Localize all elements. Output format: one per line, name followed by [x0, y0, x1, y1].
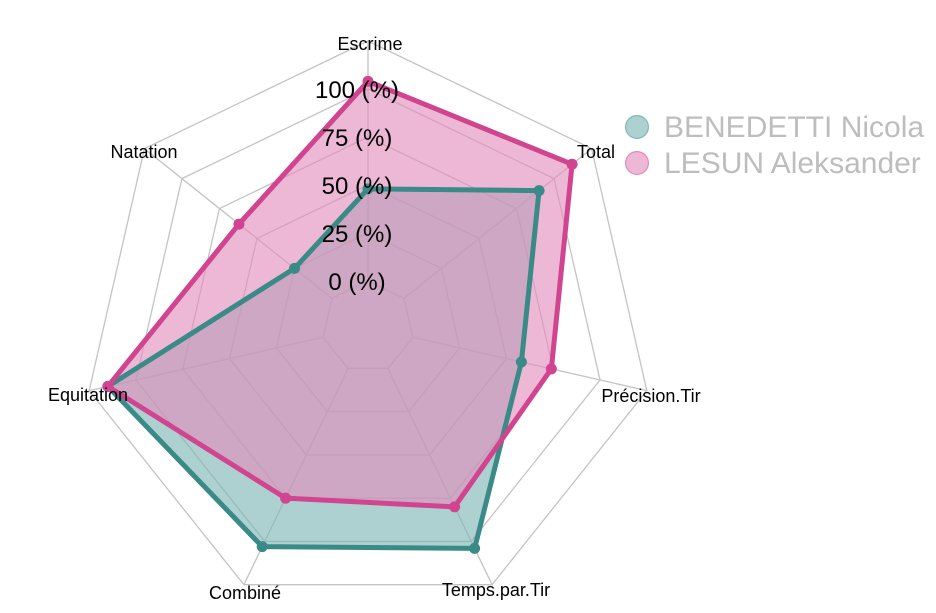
data-point	[545, 363, 557, 375]
data-point	[566, 158, 578, 170]
data-point	[280, 492, 292, 504]
grid-ring	[88, 40, 648, 586]
data-point	[449, 501, 461, 513]
grid-value-label: 25 (%)	[322, 221, 393, 248]
grid-value-label: 100 (%)	[315, 77, 399, 104]
grid-value-label: 50 (%)	[322, 173, 393, 200]
data-point	[362, 75, 374, 87]
legend-label: LESUN Aleksander	[664, 147, 921, 180]
axis-label: Natation	[110, 142, 177, 162]
data-point	[256, 541, 268, 553]
radar-axis-labels: Escrime Total Précision.Tir Temps.par.Tir Co…	[48, 34, 701, 603]
data-point	[515, 356, 527, 368]
axis-label: Temps.par.Tir	[442, 580, 550, 600]
axis-label: Escrime	[337, 34, 402, 54]
data-point	[233, 218, 245, 230]
series-line	[105, 78, 575, 510]
grid-value-label: 0 (%)	[328, 269, 385, 296]
data-point	[362, 183, 374, 195]
data-point	[533, 185, 545, 197]
radar-grid-labels: 0 (%) 25 (%) 50 (%) 75 (%) 100 (%)	[315, 77, 399, 296]
radar-series	[102, 75, 578, 554]
axis-label: Equitation	[48, 385, 128, 405]
legend-swatch	[624, 114, 650, 140]
data-point	[102, 380, 114, 392]
grid-value-label: 75 (%)	[322, 125, 393, 152]
series-line	[105, 186, 542, 551]
axis-label: Combiné	[209, 583, 281, 603]
legend-label: BENEDETTI Nicola	[664, 111, 924, 144]
axis-label: Total	[577, 142, 615, 162]
data-point	[469, 542, 481, 554]
legend-swatch	[624, 150, 650, 176]
axis-label: Précision.Tir	[601, 386, 700, 406]
data-point	[289, 262, 301, 274]
